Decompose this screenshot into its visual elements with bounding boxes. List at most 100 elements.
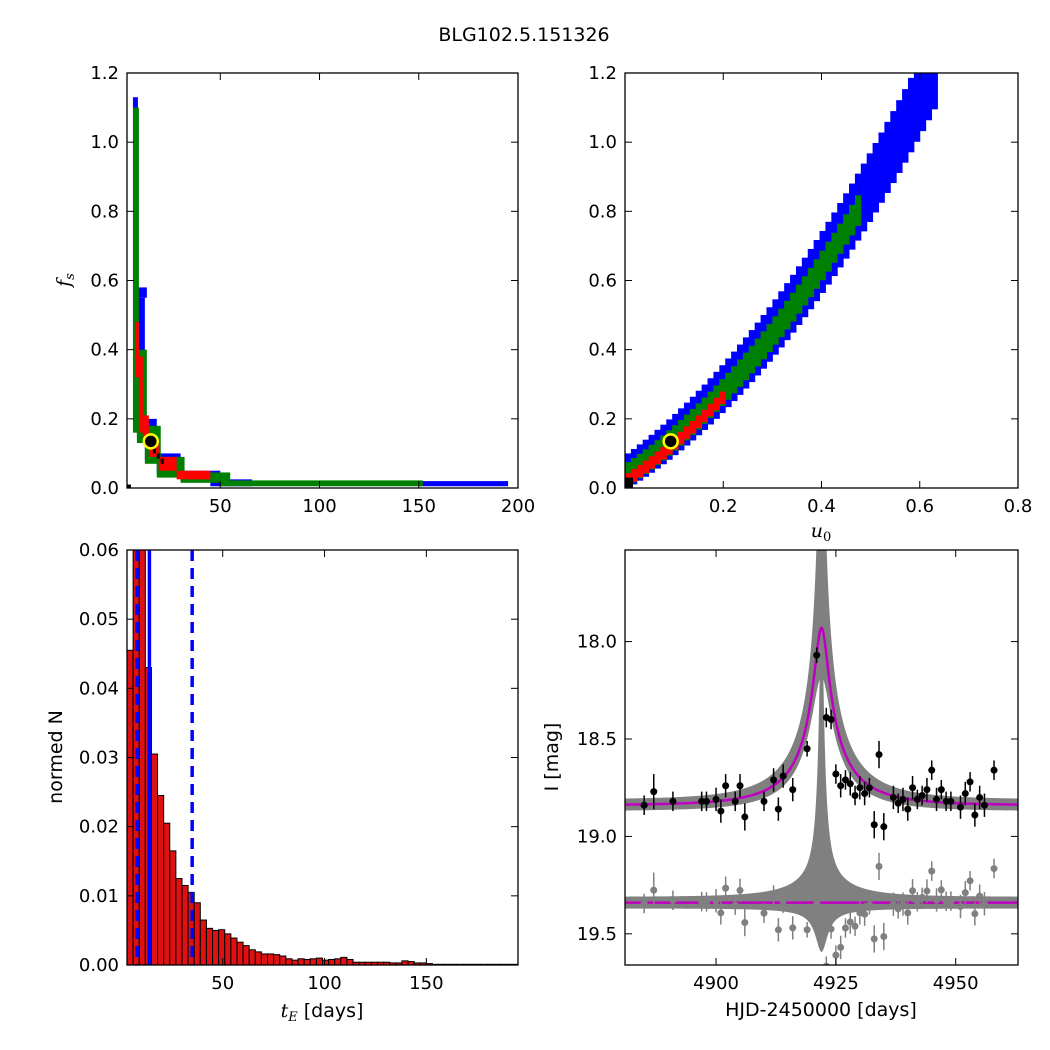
residual-point [803,926,811,934]
x-tick-label: 4925 [813,973,859,994]
x-tick-label: 4950 [933,973,979,994]
contour-blue [418,481,509,487]
residual-point [870,935,878,943]
contour-red [695,415,703,428]
contour-green [748,345,756,374]
y-tick-label: 18.5 [577,729,617,750]
residual-point [971,910,979,918]
data-point [640,801,648,809]
ylabel-mag: I [mag] [541,723,563,792]
contour-green [760,331,767,360]
data-point [961,790,969,798]
histogram-bar [273,954,281,965]
residual-point [909,887,917,895]
data-point [966,778,974,786]
y-tick-label: 0.4 [90,340,119,361]
panel-fs-vs-u0: 0.2 0.4 0.6 0.8 0.0 0.2 0.4 0.6 0.8 1.0 1.2 [588,63,1032,517]
contour-blue [919,73,927,132]
histogram-bar [334,958,342,965]
x-tick-label: 150 [402,496,436,517]
y-tick-label: 0.4 [588,340,617,361]
data-point [894,799,902,807]
contour-red [630,469,638,482]
contour-blue [913,73,921,142]
residual-point [947,897,955,905]
residual-band [625,589,1018,952]
panel-lightcurve: 4900 4925 4950 18.0 18.5 19.0 19.5 [577,549,1019,994]
data-point [947,797,955,805]
contour-red [142,415,149,440]
histogram-bar [242,945,250,965]
histogram-bar [175,878,183,965]
data-point [669,797,677,805]
contour-red [713,397,720,411]
data-point [712,795,720,803]
y-tick-label: 18.0 [577,632,617,653]
contour-green [754,338,762,367]
y-tick-label: 0.0 [588,478,617,499]
histogram-bar [150,753,159,965]
residual-point [779,897,787,905]
histogram-bar [212,929,220,965]
residual-point [717,909,725,917]
data-point [827,716,835,724]
data-point [760,797,768,805]
data-point [923,786,931,794]
contour-red [636,464,644,478]
data-point [928,766,936,774]
contour-green [772,316,779,345]
data-point [933,795,941,803]
contour-core [160,458,164,464]
y-tick-label: 0.6 [90,271,119,292]
x-tick-label: 4900 [693,973,739,994]
residual-point [760,909,768,917]
histogram-bar [291,959,299,965]
data-point [889,793,897,801]
histogram-bar [236,941,244,965]
y-tick-label: 1.0 [588,132,617,153]
y-tick-label: 0.2 [90,409,119,430]
contour-green [766,323,773,353]
residual-point [976,892,984,900]
residual-point [702,898,710,906]
y-tick-label: 0.02 [79,817,119,838]
residual-point [669,896,677,904]
contour-red [683,426,691,439]
residual-point [990,865,998,873]
data-point [846,780,854,788]
contour-blue [902,89,909,163]
data-point [731,797,739,805]
x-tick-label: 0.2 [709,496,738,517]
contour-green [807,267,815,298]
data-point [841,776,849,784]
residual-point [851,922,859,930]
data-point [650,788,658,796]
contour-green [737,359,744,387]
data-point [909,784,917,792]
y-tick-label: 0.06 [79,540,119,561]
y-tick-label: 0.03 [79,748,119,769]
y-tick-label: 0.2 [588,409,617,430]
histogram-bar [138,550,146,965]
contour-red [719,391,726,405]
best-fit-marker [662,433,679,450]
data-point [880,823,888,831]
data-point [976,793,984,801]
y-tick-label: 1.2 [588,63,617,84]
data-point [774,805,782,813]
contour-red [642,460,650,474]
residual-point [861,910,869,918]
contour-core [127,484,131,488]
plot-area [625,550,1018,965]
residual-point [980,900,988,908]
residual-point [923,887,931,895]
data-point [918,791,926,799]
contour-blue [907,77,915,153]
histogram-bar [181,884,189,965]
panel-tE-histogram: 50 100 150 0.00 0.01 0.02 0.03 0.04 0.05 0.06 [79,540,519,994]
residual-point [928,867,936,875]
contour-red [134,322,139,378]
data-point [741,813,749,821]
residual-point [736,886,744,894]
y-tick-label: 1.0 [90,132,119,153]
